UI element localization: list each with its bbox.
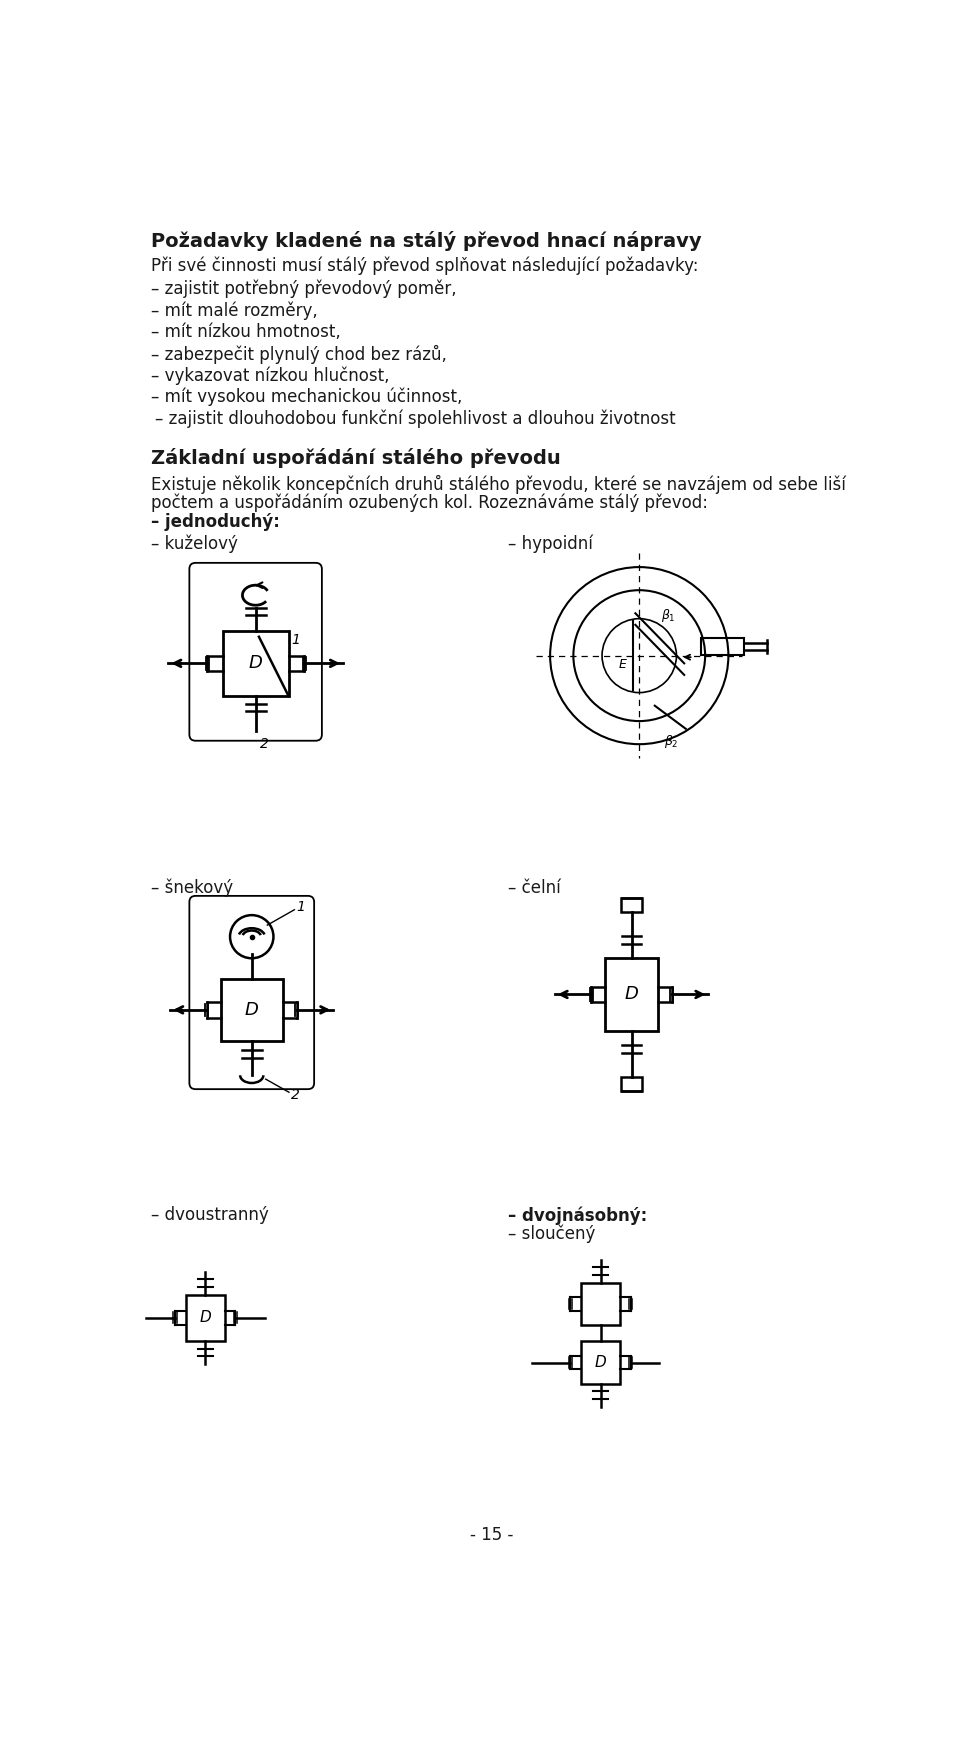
Text: - 15 -: - 15 - (470, 1526, 514, 1543)
Bar (621, 897, 642, 911)
Text: $\beta_1$: $\beta_1$ (661, 608, 676, 624)
Text: – čelní: – čelní (508, 880, 561, 897)
Text: Základní uspořádání stálého převodu: Základní uspořádání stálého převodu (151, 448, 561, 469)
Bar (581, 1341, 620, 1383)
Text: – kuželový: – kuželový (151, 535, 238, 554)
Text: E: E (618, 658, 626, 671)
Text: – mít nízkou hmotnost,: – mít nízkou hmotnost, (151, 322, 341, 341)
Text: D: D (200, 1310, 211, 1326)
Bar (223, 631, 289, 697)
Text: D: D (625, 986, 638, 1003)
Text: D: D (594, 1355, 607, 1369)
Text: – jednoduchý:: – jednoduchý: (151, 514, 280, 531)
Text: – zajistit dlouhodobou funkční spolehlivost a dlouhou životnost: – zajistit dlouhodobou funkční spolehliv… (155, 409, 676, 429)
Text: 1: 1 (292, 632, 300, 646)
Bar (221, 979, 283, 1040)
Text: 2: 2 (259, 737, 269, 751)
Text: D: D (245, 1002, 258, 1019)
Text: – hypoidní: – hypoidní (508, 535, 592, 554)
Text: 2: 2 (291, 1087, 300, 1101)
Text: – mít malé rozměry,: – mít malé rozměry, (151, 301, 318, 321)
Text: – mít vysokou mechanickou účinnost,: – mít vysokou mechanickou účinnost, (151, 388, 463, 406)
Text: Existuje několik koncepčních druhů stálého převodu, které se navzájem od sebe li: Existuje několik koncepčních druhů stálé… (151, 474, 846, 493)
Bar (621, 1077, 642, 1090)
Text: – vykazovat nízkou hlučnost,: – vykazovat nízkou hlučnost, (151, 366, 390, 385)
Text: – dvojnásobný:: – dvojnásobný: (508, 1205, 647, 1225)
Text: – dvoustranný: – dvoustranný (151, 1205, 269, 1225)
Text: – zajistit potřebný převodový poměr,: – zajistit potřebný převodový poměr, (151, 280, 457, 298)
Text: – šnekový: – šnekový (151, 880, 233, 897)
Text: $\beta_2$: $\beta_2$ (664, 733, 679, 751)
Text: Požadavky kladené na stálý převod hnací nápravy: Požadavky kladené na stálý převod hnací … (151, 230, 702, 251)
Text: – sloučený: – sloučený (508, 1225, 595, 1244)
Text: počtem a uspořádáním ozubených kol. Rozeznáváme stálý převod:: počtem a uspořádáním ozubených kol. Roze… (151, 493, 708, 512)
Bar (701, 638, 744, 655)
Text: – zabezpečit plynulý chod bez rázů,: – zabezpečit plynulý chod bez rázů, (151, 345, 446, 364)
Bar (605, 958, 658, 1031)
Text: 1: 1 (297, 901, 305, 915)
Bar (581, 1282, 620, 1326)
Bar (186, 1294, 225, 1341)
Text: D: D (249, 655, 263, 672)
Text: Při své činnosti musí stálý převod splňovat následující požadavky:: Při své činnosti musí stálý převod splňo… (151, 256, 699, 275)
